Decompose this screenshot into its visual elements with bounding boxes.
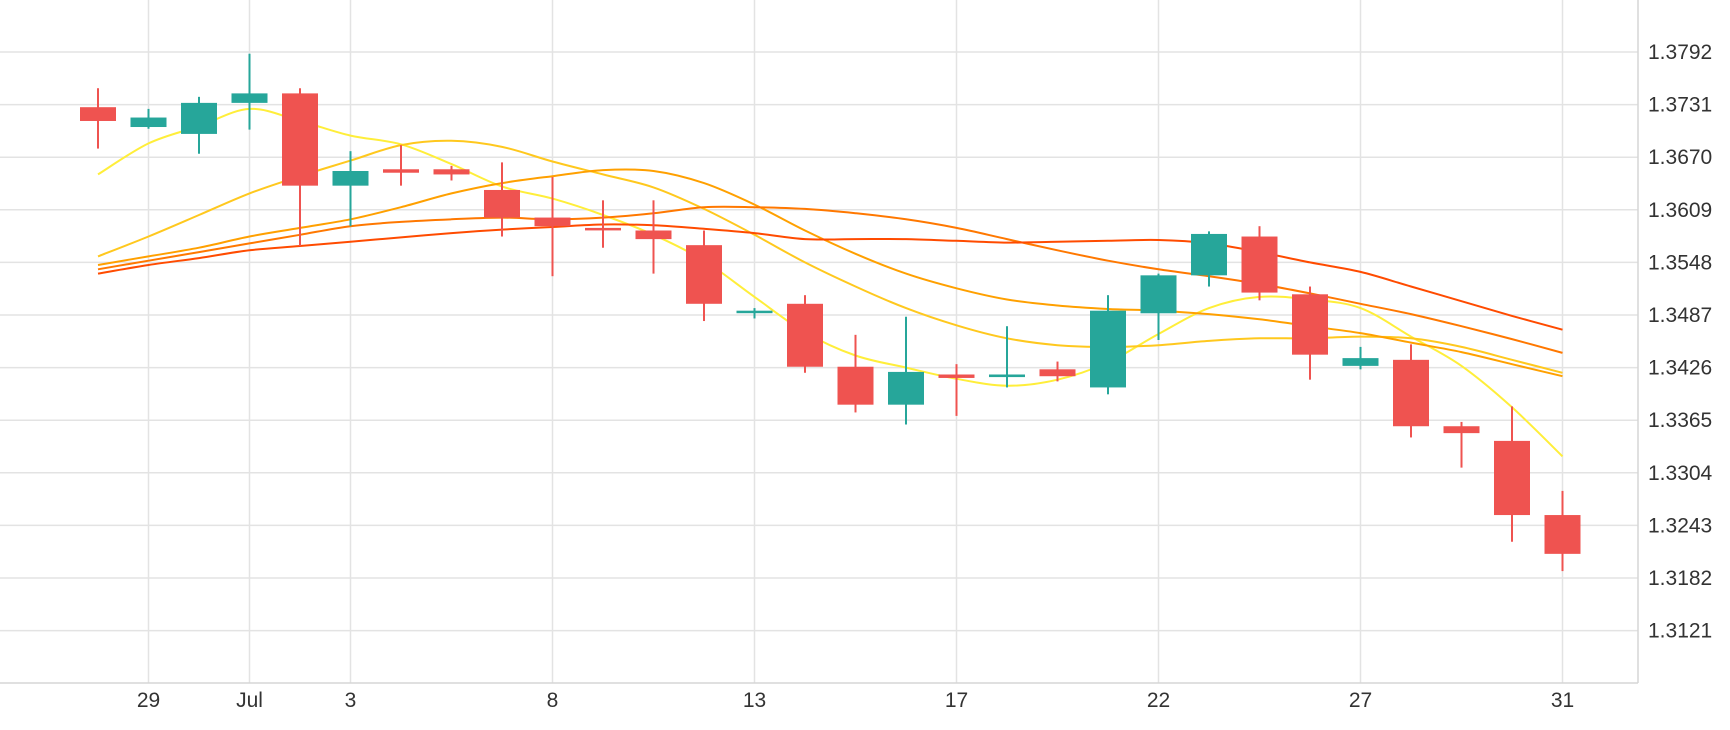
y-tick-label: 1.3304: [1648, 462, 1713, 485]
candle-body: [1342, 358, 1379, 366]
candle: [989, 326, 1025, 388]
x-tick-label: 29: [137, 689, 160, 712]
candle: [736, 308, 773, 319]
candle-body: [484, 189, 520, 218]
candle: [1342, 346, 1379, 370]
candle: [484, 162, 520, 237]
y-tick-label: 1.3487: [1648, 304, 1712, 327]
x-tick-label: 3: [345, 689, 357, 712]
y-tick-label: 1.3792: [1648, 41, 1712, 64]
candle: [837, 334, 874, 413]
x-tick-label: 8: [547, 689, 559, 712]
candle-body: [1191, 233, 1227, 276]
candle: [1039, 361, 1076, 382]
candle-body: [635, 230, 672, 240]
moving-average-line-5: [97, 223, 1563, 331]
y-tick-label: 1.3548: [1648, 251, 1712, 274]
x-tick-label: Jul: [236, 689, 263, 712]
candle: [1191, 231, 1227, 287]
candle-body: [433, 169, 470, 175]
candle: [888, 316, 924, 425]
candle: [585, 200, 621, 248]
candle-body: [1090, 310, 1126, 388]
candle-body: [1292, 294, 1328, 355]
candle-body: [938, 374, 975, 378]
candle-body: [1494, 440, 1530, 516]
y-tick-label: 1.3365: [1648, 409, 1712, 432]
x-tick-label: 22: [1147, 689, 1170, 712]
candle-body: [1039, 369, 1076, 377]
y-tick-label: 1.3426: [1648, 357, 1712, 380]
candle-body: [231, 93, 268, 103]
x-tick-label: 27: [1349, 689, 1372, 712]
y-axis: 1.3792 1.3731 1.3670 1.3609 1.3548 1.3487 1.34…: [1648, 41, 1713, 643]
candle-body: [1544, 515, 1581, 554]
candle-body: [1140, 275, 1177, 314]
candle: [1241, 226, 1278, 301]
candle: [787, 295, 823, 373]
y-tick-label: 1.3121: [1648, 620, 1712, 643]
y-tick-label: 1.3731: [1648, 94, 1712, 117]
candle: [181, 96, 217, 154]
candles-layer: [80, 53, 1581, 572]
candle: [938, 364, 975, 416]
candle: [383, 145, 419, 186]
candle-body: [282, 93, 318, 186]
candle-body: [383, 169, 419, 173]
candle-body: [130, 117, 167, 128]
candle: [686, 230, 722, 322]
candle-body: [837, 366, 874, 405]
candle: [635, 200, 672, 274]
candle: [1443, 421, 1480, 468]
candle-body: [1241, 236, 1278, 293]
x-tick-label: 17: [945, 689, 968, 712]
candle-body: [888, 371, 924, 405]
candle: [1292, 286, 1328, 380]
candle-body: [787, 303, 823, 367]
moving-average-line-4: [97, 205, 1563, 354]
candle-body: [989, 374, 1025, 378]
candle: [1090, 295, 1126, 395]
candle-body: [534, 217, 571, 227]
candle-body: [80, 107, 116, 121]
candle: [534, 177, 571, 277]
candle: [1494, 406, 1530, 542]
x-axis: 29 Jul 3 8 13 17 22 27 31: [137, 689, 1574, 712]
candle: [1544, 490, 1581, 572]
candle: [332, 151, 369, 227]
y-tick-label: 1.3609: [1648, 199, 1712, 222]
candle: [282, 88, 318, 247]
y-tick-label: 1.3670: [1648, 146, 1712, 169]
candle: [231, 53, 268, 130]
y-tick-label: 1.3243: [1648, 514, 1712, 537]
candle: [433, 165, 470, 181]
y-tick-label: 1.3182: [1648, 567, 1712, 590]
candle-body: [736, 310, 773, 314]
candle-body: [181, 102, 217, 134]
x-tick-label: 13: [743, 689, 766, 712]
candle: [1140, 273, 1177, 341]
candle: [1393, 344, 1429, 438]
candle-body: [1443, 426, 1480, 434]
x-tick-label: 31: [1551, 689, 1574, 712]
candle: [80, 88, 116, 149]
candle-body: [686, 245, 722, 304]
candle: [130, 108, 167, 129]
candle-body: [585, 227, 621, 231]
candle-body: [332, 170, 369, 186]
candle-body: [1393, 359, 1429, 427]
